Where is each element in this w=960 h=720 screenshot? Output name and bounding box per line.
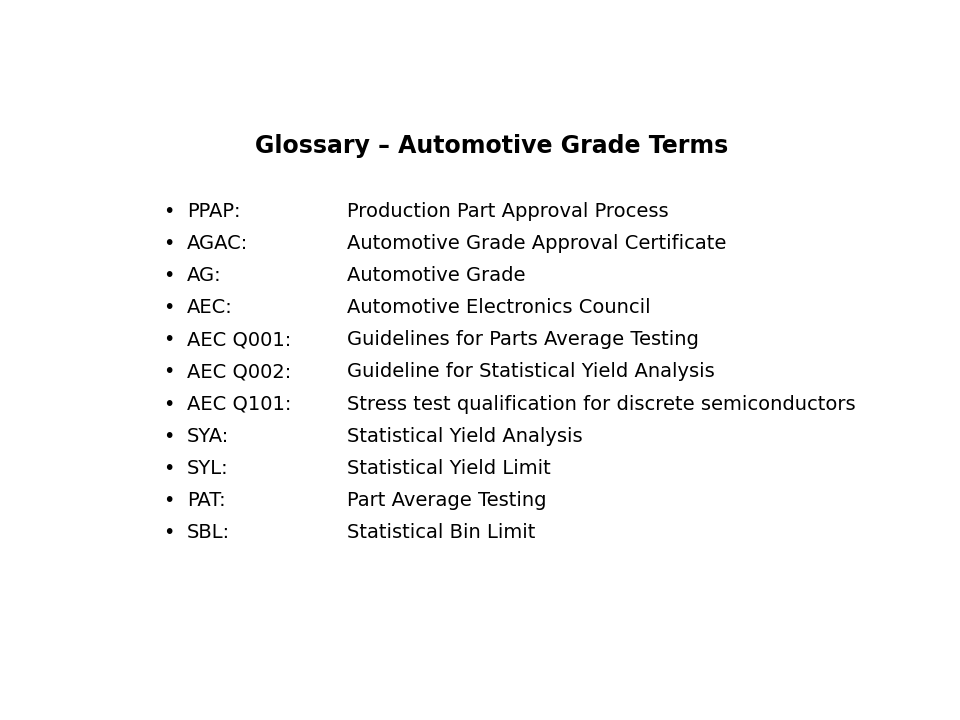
Text: •: •	[162, 523, 174, 542]
Text: AEC Q002:: AEC Q002:	[187, 362, 291, 382]
Text: PPAP:: PPAP:	[187, 202, 240, 220]
Text: •: •	[162, 202, 174, 220]
Text: SYA:: SYA:	[187, 427, 229, 446]
Text: SYL:: SYL:	[187, 459, 228, 478]
Text: SBL:: SBL:	[187, 523, 230, 542]
Text: •: •	[162, 330, 174, 349]
Text: Glossary – Automotive Grade Terms: Glossary – Automotive Grade Terms	[255, 133, 729, 158]
Text: AG:: AG:	[187, 266, 222, 285]
Text: Statistical Yield Limit: Statistical Yield Limit	[347, 459, 551, 478]
Text: AEC:: AEC:	[187, 298, 232, 317]
Text: •: •	[162, 427, 174, 446]
Text: Guideline for Statistical Yield Analysis: Guideline for Statistical Yield Analysis	[347, 362, 714, 382]
Text: Automotive Grade: Automotive Grade	[347, 266, 525, 285]
Text: Stress test qualification for discrete semiconductors: Stress test qualification for discrete s…	[347, 395, 855, 413]
Text: Guidelines for Parts Average Testing: Guidelines for Parts Average Testing	[347, 330, 699, 349]
Text: •: •	[162, 298, 174, 317]
Text: •: •	[162, 459, 174, 478]
Text: •: •	[162, 266, 174, 285]
Text: Statistical Yield Analysis: Statistical Yield Analysis	[347, 427, 583, 446]
Text: PAT:: PAT:	[187, 491, 226, 510]
Text: Automotive Grade Approval Certificate: Automotive Grade Approval Certificate	[347, 234, 727, 253]
Text: •: •	[162, 234, 174, 253]
Text: AGAC:: AGAC:	[187, 234, 249, 253]
Text: Statistical Bin Limit: Statistical Bin Limit	[347, 523, 536, 542]
Text: AEC Q101:: AEC Q101:	[187, 395, 291, 413]
Text: Automotive Electronics Council: Automotive Electronics Council	[347, 298, 651, 317]
Text: •: •	[162, 395, 174, 413]
Text: •: •	[162, 491, 174, 510]
Text: •: •	[162, 362, 174, 382]
Text: Part Average Testing: Part Average Testing	[347, 491, 546, 510]
Text: AEC Q001:: AEC Q001:	[187, 330, 291, 349]
Text: Production Part Approval Process: Production Part Approval Process	[347, 202, 668, 220]
